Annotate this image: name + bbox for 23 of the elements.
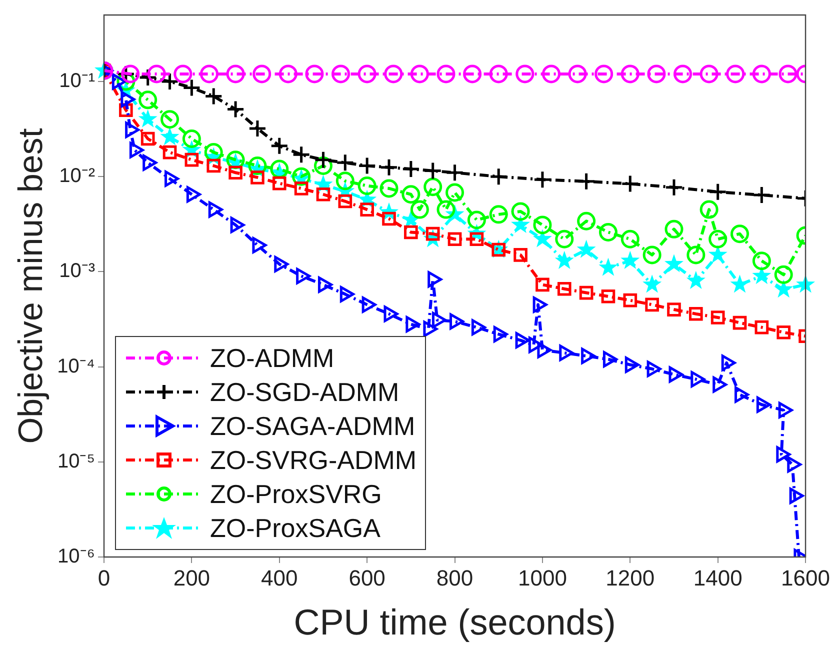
x-tick-label: 0 [98,565,110,590]
x-tick-label: 1200 [606,565,655,590]
legend-label: ZO-SAGA-ADMM [210,410,416,443]
y-axis-title: Objective minus best [12,128,50,444]
x-tick-label: 1400 [693,565,742,590]
y-tick-label: 10⁻⁴ [57,355,95,378]
y-tick-label: 10⁻⁵ [57,450,95,472]
y-tick-label: 10⁻² [59,165,96,188]
y-tick-label: 10⁻³ [59,260,96,282]
legend-label: ZO-ADMM [210,342,334,375]
x-tick-label: 1000 [518,565,567,590]
legend-label: ZO-ProxSVRG [210,478,382,511]
y-tick-label: 10⁻⁶ [58,546,95,568]
legend-label: ZO-SGD-ADMM [210,376,400,409]
legend-label: ZO-ProxSAGA [210,512,380,545]
x-tick-label: 800 [436,565,474,590]
x-tick-label: 200 [173,565,210,590]
legend-label: ZO-SVRG-ADMM [210,444,417,477]
y-tick-label: 10⁻¹ [59,70,96,92]
x-tick-label: 400 [261,565,298,590]
x-tick-label: 1600 [781,565,830,590]
x-tick-label: 600 [348,565,386,590]
x-axis-title: CPU time (seconds) [294,601,616,642]
